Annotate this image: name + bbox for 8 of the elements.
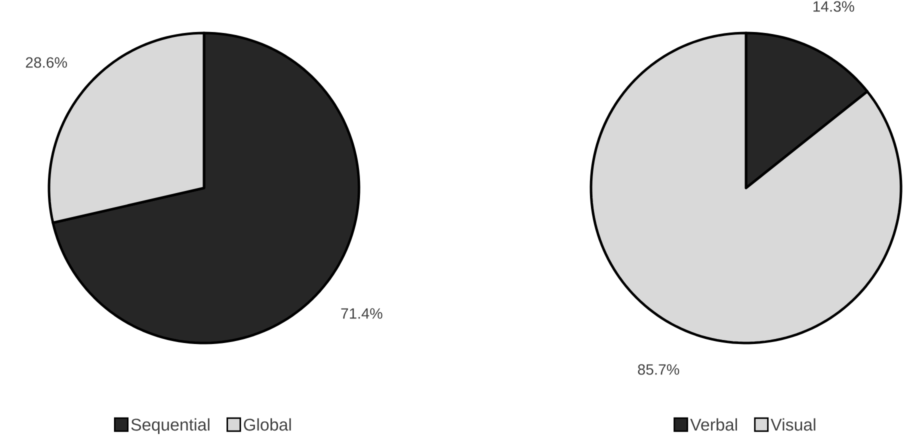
legend-label: Sequential bbox=[131, 418, 210, 434]
legend-label: Verbal bbox=[690, 418, 737, 431]
data-label: 28.6% bbox=[26, 57, 67, 68]
data-label: 14.3% bbox=[813, 1, 854, 12]
legend-label: Visual bbox=[770, 418, 816, 431]
legend-label: Global bbox=[244, 418, 291, 431]
data-label: 71.4% bbox=[341, 308, 382, 319]
data-label: 85.7% bbox=[638, 364, 680, 375]
